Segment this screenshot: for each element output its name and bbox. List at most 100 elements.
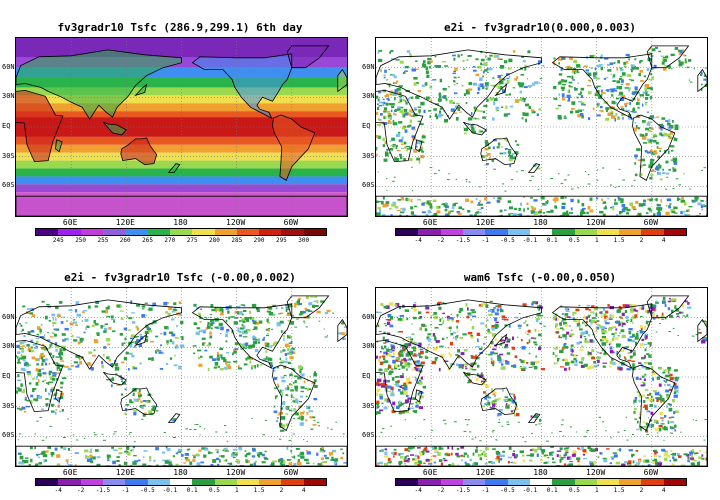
anomaly-cell [558,63,561,65]
anomaly-cell [569,67,573,69]
anomaly-cell [23,335,26,338]
anomaly-cell [131,354,135,358]
anomaly-cell [72,321,78,324]
anomaly-cell [563,321,567,325]
anomaly-cell [556,358,560,360]
anomaly-cell [467,88,473,91]
anomaly-cell [553,97,558,100]
anomaly-cell [535,319,539,323]
anomaly-cell [579,341,582,344]
anomaly-cell [684,58,687,62]
anomaly-cell [632,333,635,337]
anomaly-cell [45,437,47,439]
anomaly-cell [444,360,449,362]
anomaly-cell [483,155,487,158]
anomaly-cell [535,424,538,426]
anomaly-cell [483,69,488,72]
anomaly-cell [529,459,532,461]
anomaly-cell [30,394,34,398]
anomaly-cell [577,199,580,204]
anomaly-cell [644,373,647,376]
anomaly-cell [224,366,228,370]
anomaly-cell [93,339,98,342]
anomaly-cell [221,357,226,360]
anomaly-cell [209,331,212,335]
anomaly-cell [125,351,129,355]
anomaly-cell [139,394,143,397]
anomaly-cell [132,392,135,397]
anomaly-cell [471,131,476,134]
anomaly-cell [639,69,643,73]
coastline [646,45,690,69]
anomaly-cell [652,371,655,373]
anomaly-cell [523,99,526,103]
anomaly-cell [287,361,291,365]
anomaly-cell [378,104,382,107]
anomaly-cell [394,364,398,368]
anomaly-cell [529,180,532,182]
anomaly-cell [581,357,584,361]
anomaly-cell [401,365,405,369]
anomaly-cell [22,358,26,362]
anomaly-cell [53,393,57,396]
coastline [191,303,293,369]
anomaly-cell [701,340,706,344]
anomaly-cell [205,327,208,331]
anomaly-cell [411,126,415,130]
anomaly-cell [438,169,440,171]
anomaly-cell [602,213,606,216]
anomaly-cell [617,431,620,433]
anomaly-cell [274,460,277,463]
anomaly-cell [107,459,110,462]
anomaly-cell [526,215,530,216]
anomaly-cell [224,425,227,427]
anomaly-cell [501,318,504,321]
anomaly-cell [588,91,592,95]
anomaly-cell [413,460,417,462]
anomaly-cell [653,213,656,216]
anomaly-cell [297,299,300,302]
anomaly-cell [446,327,450,329]
anomaly-cell [296,399,299,403]
anomaly-cell [566,316,571,318]
anomaly-cell [640,59,643,62]
anomaly-cell [295,412,299,416]
anomaly-cell [105,307,110,310]
anomaly-cell [607,63,610,66]
lat-label: 60S [2,431,15,440]
anomaly-cell [451,319,454,322]
anomaly-cell [694,452,699,454]
anomaly-cell [394,97,396,101]
anomaly-cell [290,340,293,343]
anomaly-cell [279,357,282,361]
anomaly-cell [389,324,394,328]
anomaly-cell [30,400,33,404]
anomaly-cell [438,367,441,372]
anomaly-cell [445,202,447,205]
anomaly-cell [392,201,396,204]
anomaly-cell [632,108,636,112]
anomaly-cell [267,358,273,361]
anomaly-cell [611,205,615,208]
anomaly-cell [55,356,60,358]
anomaly-cell [171,333,176,337]
anomaly-cell [412,410,417,413]
anomaly-cell [396,149,401,152]
anomaly-cell [300,386,305,389]
anomaly-cell [110,363,112,366]
anomaly-cell [452,102,456,104]
anomaly-cell [103,330,107,333]
anomaly-cell [448,173,450,175]
anomaly-cell [629,101,631,106]
anomaly-cell [228,365,232,370]
anomaly-cell [604,338,608,341]
anomaly-cell [145,400,149,403]
anomaly-cell [385,102,389,106]
anomaly-cell [166,340,169,344]
anomaly-cell [571,453,576,457]
anomaly-cell [617,116,620,119]
anomaly-cell [656,203,661,207]
anomaly-cell [453,80,456,83]
anomaly-cell [255,339,258,341]
anomaly-cell [289,409,293,412]
